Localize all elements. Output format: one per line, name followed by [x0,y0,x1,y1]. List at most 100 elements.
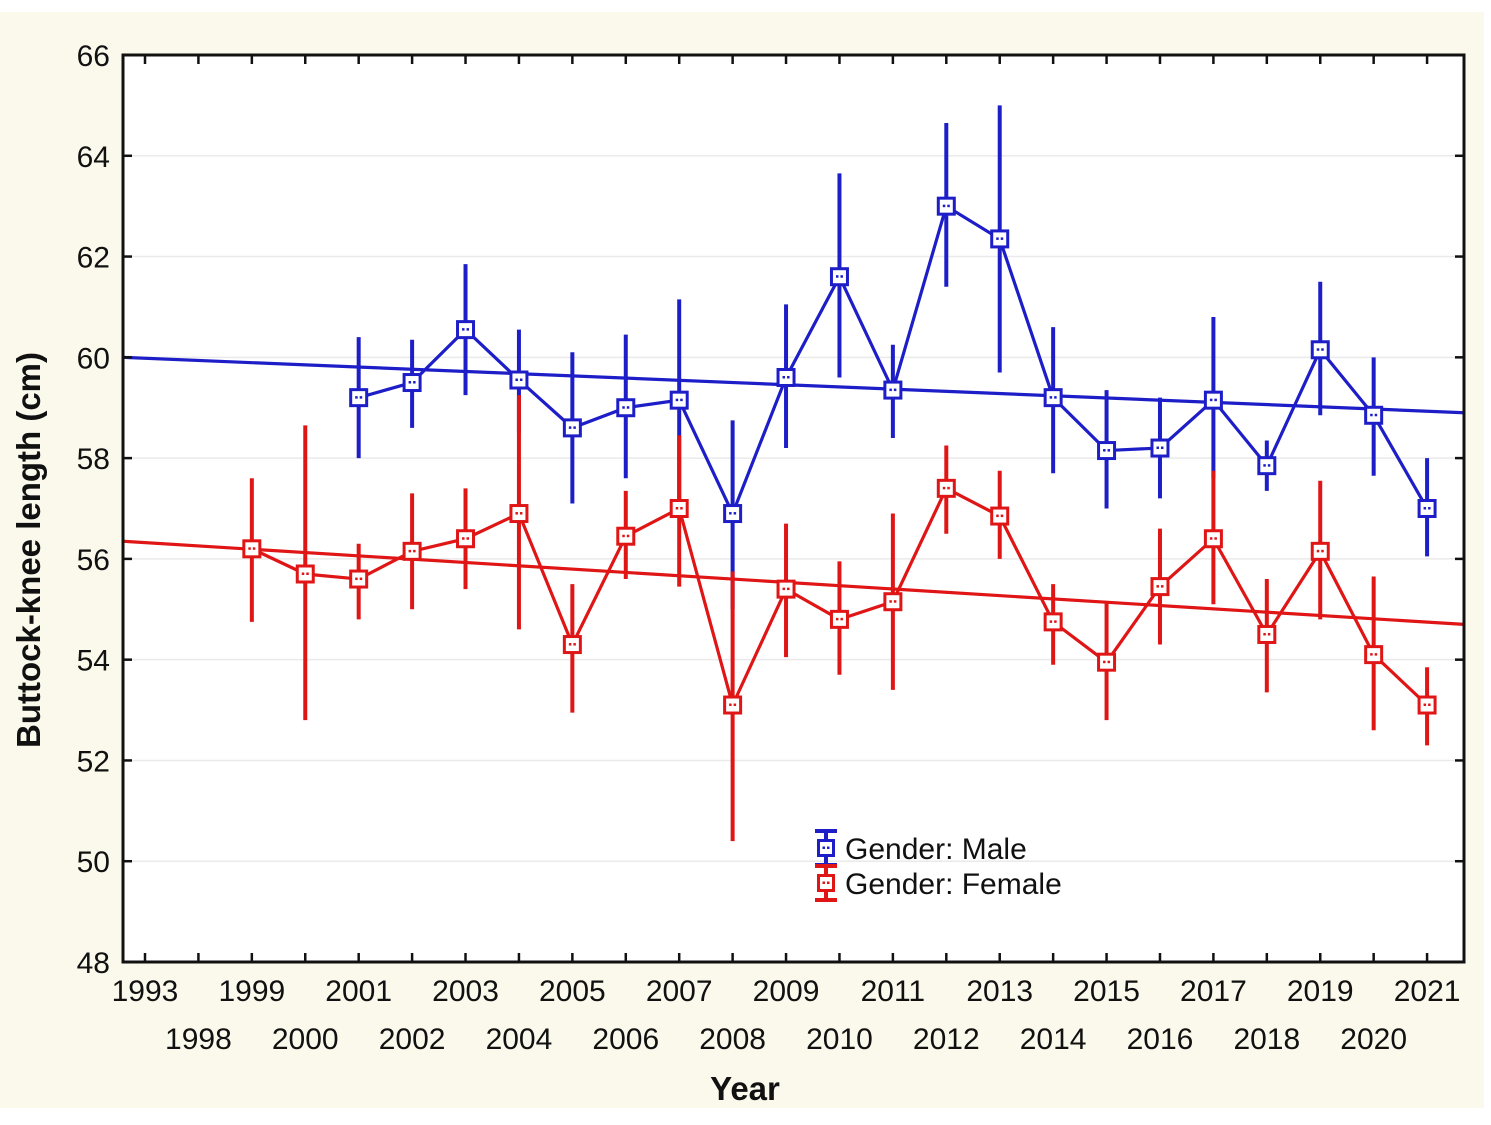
gridlines [123,155,1464,862]
marker-dot [787,375,790,379]
marker-dot [1370,653,1373,656]
x-tick-label: 2003 [432,975,499,1008]
data-point-marker [1150,577,1170,597]
data-point-marker [1417,695,1437,715]
marker-dot [729,512,732,515]
marker-dot [889,388,892,392]
marker-dot [1156,446,1159,450]
x-tick-label: 1993 [112,975,179,1008]
x-tick-label: 2015 [1073,975,1140,1008]
x-tick-label: 2001 [325,975,392,1008]
y-tick-labels: 48 50 52 54 56 58 60 62 64 66 [77,40,110,980]
x-tick-label: 1998 [165,1023,232,1056]
data-point-marker [817,874,835,892]
marker-dot [1000,237,1004,240]
marker-dot [996,237,999,240]
marker-dot [1321,549,1324,553]
marker-dot [1263,464,1266,467]
marker-dot [519,512,523,515]
data-point-marker [616,398,636,418]
data-point-marker [1097,652,1117,672]
marker-dot [1214,398,1217,402]
data-point-marker [1310,541,1330,561]
data-point-marker [1310,340,1330,360]
marker-dot [568,426,572,429]
x-tick-label: 2000 [272,1023,339,1056]
data-point-marker [295,564,315,584]
marker-dot [1428,703,1431,707]
marker-dot [355,577,358,581]
marker-dot [1000,514,1004,518]
marker-dot [408,549,412,553]
y-tick-label: 54 [77,645,110,678]
plot-border [121,53,1466,964]
x-tick-label: 2013 [966,975,1033,1008]
marker-dot [515,378,518,382]
marker-dot [729,703,732,707]
marker-dot [301,572,305,576]
x-tick-label: 2021 [1394,975,1461,1008]
marker-dot [1423,703,1427,707]
x-tick-label: 2017 [1180,975,1247,1008]
y-axis-title: Buttock-knee length (cm) [10,352,47,748]
data-point-marker [936,478,956,498]
marker-dot [359,577,363,581]
marker-dot [622,406,625,409]
marker-dot [947,486,950,490]
data-point-marker [1364,645,1384,665]
y-tick-label: 56 [77,544,110,577]
data-point-marker [990,229,1010,249]
marker-dot [408,381,412,384]
data-point-marker [1097,441,1117,461]
data-point-marker [936,196,956,216]
data-point-marker [776,367,796,387]
marker-dot [306,572,309,576]
y-tick-label: 48 [77,947,110,980]
x-tick-label: 2008 [699,1023,766,1056]
marker-dot [1316,348,1320,351]
marker-dot [519,378,523,382]
marker-dot [1209,398,1213,402]
data-point-marker [509,370,529,390]
marker-dot [466,537,470,540]
marker-dot [1107,449,1111,452]
marker-dot [1107,660,1111,664]
data-point-marker [349,388,369,408]
marker-dot [1423,507,1427,510]
marker-dot [680,507,683,510]
marker-dot [462,537,465,540]
legend-label: Gender: Female [845,868,1062,901]
marker-dot [840,275,843,278]
marker-dot [573,643,576,646]
marker-dot [1374,653,1378,656]
data-point-marker [509,504,529,524]
x-axis-title: Year [710,1070,780,1107]
marker-dot [733,512,737,515]
x-tick-label: 2016 [1127,1023,1194,1056]
x-tick-label: 2019 [1287,975,1354,1008]
x-tick-label: 2011 [861,975,926,1008]
marker-dot [1316,549,1320,553]
marker-dot [1160,585,1164,588]
marker-dot [252,547,256,550]
data-point-marker [883,592,903,612]
data-point-marker [402,541,422,561]
x-tick-labels: 1993 1998 1999 2000 2001 2002 2003 2004 2005 2006… [112,975,1461,1056]
y-tick-label: 62 [77,242,110,275]
marker-dot [942,204,946,208]
y-tick-label: 58 [77,443,110,476]
marker-dot [1214,537,1217,540]
series-male [349,105,1437,610]
x-tick-label: 2007 [646,975,713,1008]
marker-dot [835,617,839,621]
x-tick-label: 2004 [486,1023,553,1056]
y-tick-label: 66 [77,40,110,73]
series-female [242,395,1437,842]
marker-dot [1049,396,1053,399]
marker-dot [733,703,737,707]
marker-dot [1156,585,1159,588]
x-tick-label: 2005 [539,975,606,1008]
marker-dot [413,549,416,553]
marker-dot [466,328,470,331]
